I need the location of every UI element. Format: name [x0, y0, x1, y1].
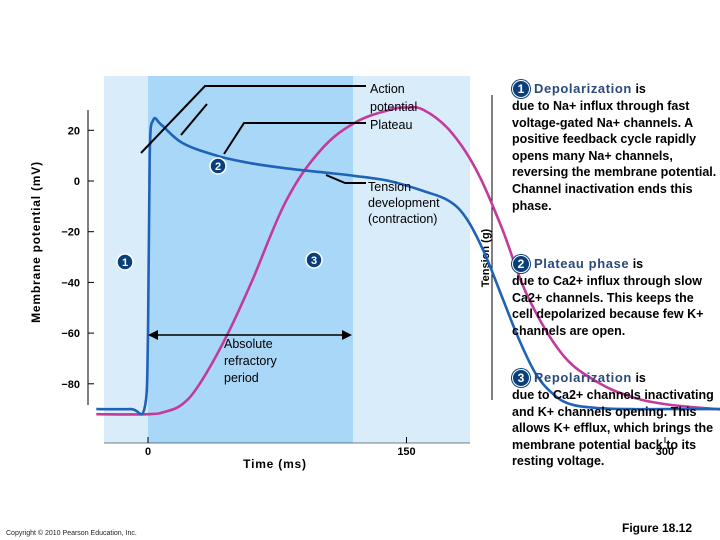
ap-plateau-label: Action: [370, 82, 405, 96]
y-axis-label: Membrane potential (mV): [29, 161, 43, 323]
step-2-heading: Plateau phase: [534, 256, 630, 271]
step-1-heading-tail: is: [631, 82, 646, 96]
ap-plateau-label: Plateau: [370, 118, 412, 132]
refractory-label: Absolute: [224, 337, 273, 351]
y-tick-label: −20: [61, 227, 80, 239]
step-1-badge: 1: [512, 80, 530, 98]
side-item-repolarization: 3 Repolarization is due to Ca2+ channels …: [512, 369, 717, 470]
x-tick-label: 300: [656, 446, 674, 458]
action-potential-line: [96, 116, 720, 416]
marker-2-circle: [209, 157, 227, 175]
x-tick-label: 150: [397, 446, 415, 458]
step-3-body: due to Ca2+ channels inactivating and K+…: [512, 388, 714, 469]
marker-1-circle: [116, 253, 134, 271]
tension-line: [96, 105, 720, 416]
x-axis-label: Time (ms): [243, 457, 307, 471]
ap-pointer-line: [140, 85, 366, 154]
tension-label: (contraction): [368, 212, 437, 226]
step-1-heading: Depolarization: [534, 81, 632, 96]
side-item-depolarization: 1 Depolarization is due to Na+ influx thr…: [512, 80, 717, 214]
step-3-badge: 3: [512, 369, 530, 387]
ap-plateau-label: potential: [370, 100, 417, 114]
plateau-pointer-line: [223, 122, 366, 155]
tension-label: development: [368, 196, 440, 210]
ap-pointer-line-2: [180, 103, 208, 136]
refractory-arrow-head-left: [148, 330, 158, 340]
marker-2-text: 2: [215, 161, 221, 173]
step-2-badge: 2: [512, 255, 530, 273]
step-3-heading: Repolarization: [534, 370, 632, 385]
step-3-heading-tail: is: [631, 371, 646, 385]
step-2-heading-tail: is: [629, 257, 644, 271]
tension-pointer-line: [325, 174, 366, 184]
marker-3-text: 3: [311, 255, 317, 267]
marker-3-circle: [305, 251, 323, 269]
figure-label: Figure 18.12: [622, 521, 693, 535]
side-item-plateau: 2 Plateau phase is due to Ca2+ influx thr…: [512, 255, 717, 339]
marker-1-text: 1: [122, 257, 128, 269]
step-1-body: due to Na+ influx through fast voltage-g…: [512, 99, 717, 213]
tension-label: Tension: [368, 180, 411, 194]
refractory-label: period: [224, 371, 259, 385]
y-tick-label: −60: [61, 328, 80, 340]
y-tick-label: 0: [74, 176, 80, 188]
refractory-label: refractory: [224, 354, 278, 368]
step-2-body: due to Ca2+ influx through slow Ca2+ cha…: [512, 274, 704, 338]
x-tick-label: 0: [145, 446, 151, 458]
copyright: Copyright © 2010 Pearson Education, Inc.: [6, 530, 137, 537]
y-tick-label: −80: [61, 379, 80, 391]
refractory-arrow-head-right: [342, 330, 352, 340]
y-tick-label: −40: [61, 277, 80, 289]
y-tick-label: 20: [68, 125, 80, 137]
